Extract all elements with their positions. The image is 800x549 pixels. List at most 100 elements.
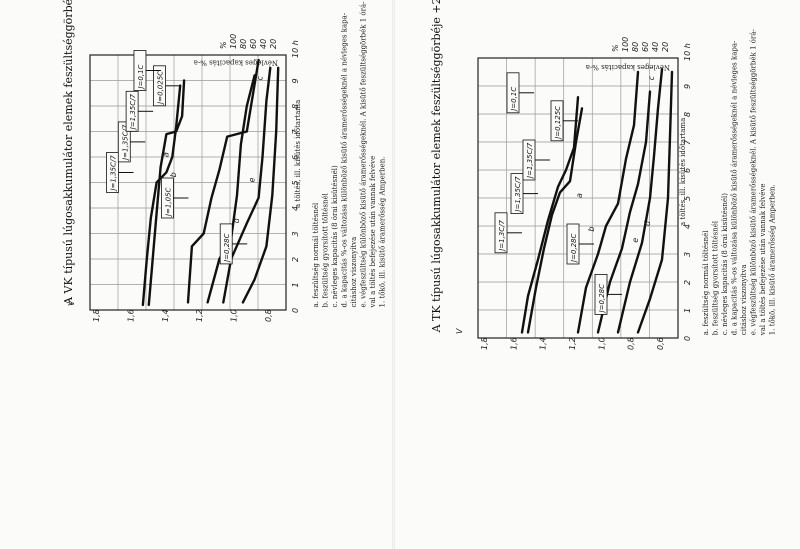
chart-panel-tk: A TK típusú lúgosakkumulátor elemek fesz… — [430, 0, 777, 350]
chart-frame — [89, 54, 287, 311]
y-tick-label: 1,6 — [509, 337, 518, 350]
x-tick-label: 0 — [291, 308, 300, 313]
x-tick-label: 2 — [683, 280, 692, 285]
current-label: J=0,025C — [157, 71, 165, 106]
x-tick-label: 5 — [291, 180, 300, 185]
current-label: J=1,35C/7 — [129, 94, 137, 132]
x-tick-label: 6 — [683, 168, 692, 173]
y-axis-title: V — [455, 328, 464, 334]
y-tick-label: 1,0 — [230, 309, 239, 322]
legend-line: d. a kapacitás %-os változása különböző … — [730, 40, 739, 335]
capacity-tick-label: 40 — [651, 42, 660, 52]
x-tick-label: 4 — [291, 206, 300, 211]
legend-line: e. végfeszültség különböző kisütő áramer… — [749, 29, 758, 336]
legend-line: citáshoz viszonyítva — [350, 237, 358, 308]
curve-letter: e — [631, 238, 640, 243]
capacity-tick-label: 40 — [259, 39, 268, 49]
legend-line: a. feszültség normál töltésnél — [312, 202, 320, 307]
page-fold — [392, 0, 395, 549]
x-tick-label: 10 h — [291, 40, 300, 58]
legend-line: 1. tőkö, ill. kisütő áramerősség Amperbe… — [768, 184, 777, 335]
legend-line: d. a kapacitás %-os változása különböző … — [340, 12, 349, 307]
current-label: J=1,05C — [164, 187, 172, 218]
capacity-tick-label: 80 — [239, 39, 248, 49]
voltage-curve — [141, 84, 182, 307]
x-tick-label: 3 — [291, 231, 300, 236]
legend-line: b. feszültség gyorsított töltésnél — [712, 220, 720, 335]
curve-letter: a — [161, 152, 170, 157]
x-tick-label: 4 — [683, 224, 692, 229]
current-label: J=0,28C — [598, 284, 606, 315]
legend-line: b. feszültség gyorsított töltésnél — [322, 192, 330, 307]
current-label: J=0,1C — [137, 64, 145, 90]
capacity-tick-label: 20 — [269, 39, 278, 49]
capacity-tick-label: 100 — [229, 34, 238, 49]
capacity-tick-label: 20 — [661, 42, 670, 52]
curve-letter: d — [232, 217, 241, 223]
legend-line: a. feszültség normál töltésnél — [702, 230, 710, 335]
capacity-tick-label: % — [611, 44, 620, 52]
x-tick-label: 0 — [683, 336, 692, 341]
x-tick-label: 6 — [291, 155, 300, 160]
legend-line: e. végfeszültség különböző kisütő áramer… — [359, 1, 368, 308]
voltage-curve — [576, 70, 640, 334]
y-tick-label: 1,0 — [597, 337, 606, 350]
current-label: J=1,35C/7 — [110, 155, 118, 193]
panel-title: A TK típusú lúgosakkumulátor elemek fesz… — [430, 0, 443, 333]
curve-letter: d — [643, 220, 652, 226]
y-tick-label: 1,6 — [126, 309, 135, 322]
y-tick-label: 1,8 — [92, 309, 101, 322]
curve-letter: e — [248, 177, 257, 182]
legend-line: 1. tőkö, ill. kisütő áramerősség Amperbe… — [378, 157, 387, 308]
x-axis-title: a töltés, ill. kisütés időtartama — [293, 100, 302, 208]
capacity-axis-title: Névleges kapacitás %-a — [194, 58, 278, 66]
voltage-curve — [241, 66, 280, 304]
x-tick-label: 1 — [291, 282, 300, 287]
x-tick-label: 9 — [683, 84, 692, 89]
voltage-curve — [636, 70, 674, 334]
y-tick-label: 1,4 — [539, 337, 548, 350]
current-label: J=1,3C/7 — [498, 219, 506, 252]
current-label: J=1,35C/7 — [526, 142, 534, 180]
voltage-curve — [616, 68, 664, 334]
y-tick-label: 0,8 — [264, 309, 273, 322]
y-tick-label: 1,8 — [480, 337, 489, 350]
current-label: J=1,35C/7 — [514, 176, 522, 214]
current-label: J=1,35C/7 — [121, 124, 129, 162]
y-tick-label: 1,4 — [161, 309, 170, 322]
capacity-tick-label: 60 — [641, 42, 650, 52]
curve-letter: c — [255, 76, 264, 81]
x-tick-label: 9 — [291, 78, 300, 83]
y-tick-label: 1,2 — [195, 309, 204, 322]
x-tick-label: 10 h — [683, 43, 692, 61]
x-tick-label: 8 — [291, 104, 300, 109]
capacity-tick-label: 60 — [249, 39, 258, 49]
voltage-curve — [206, 74, 256, 304]
y-tick-label: 1,2 — [568, 337, 577, 350]
chart-frame — [477, 57, 679, 339]
x-axis-title: a töltés, ill. kisütés időtartama — [678, 118, 687, 226]
legend-line: citáshoz viszonyítva — [740, 264, 748, 335]
x-tick-label: 7 — [683, 139, 692, 145]
curve-letter: c — [647, 75, 656, 80]
current-label: J=0,28C — [570, 233, 578, 264]
legend-line: val a töltés befejezése után vannak felv… — [369, 156, 377, 309]
x-tick-label: 5 — [683, 196, 692, 201]
x-tick-label: 7 — [291, 129, 300, 135]
panel-title: A VK típusú lúgosakkumulátor elemek fesz… — [62, 0, 75, 306]
capacity-tick-label: 80 — [631, 42, 640, 52]
y-axis-title: V — [67, 300, 76, 306]
voltage-curve — [526, 107, 584, 334]
current-label: J=0,125C — [554, 106, 562, 141]
curve-letter: b — [587, 227, 596, 232]
x-tick-label: 2 — [291, 257, 300, 262]
y-tick-label: 0,8 — [627, 337, 636, 350]
capacity-tick-label: 100 — [621, 37, 630, 52]
voltage-curve — [520, 96, 580, 334]
x-tick-label: 3 — [683, 252, 692, 257]
chart-panel-vk: A VK típusú lúgosakkumulátor elemek fesz… — [62, 0, 387, 322]
x-tick-label: 8 — [683, 112, 692, 117]
capacity-axis-title: Névleges kapacitás %-a — [586, 63, 670, 71]
current-label: J=0,28C — [223, 233, 231, 264]
